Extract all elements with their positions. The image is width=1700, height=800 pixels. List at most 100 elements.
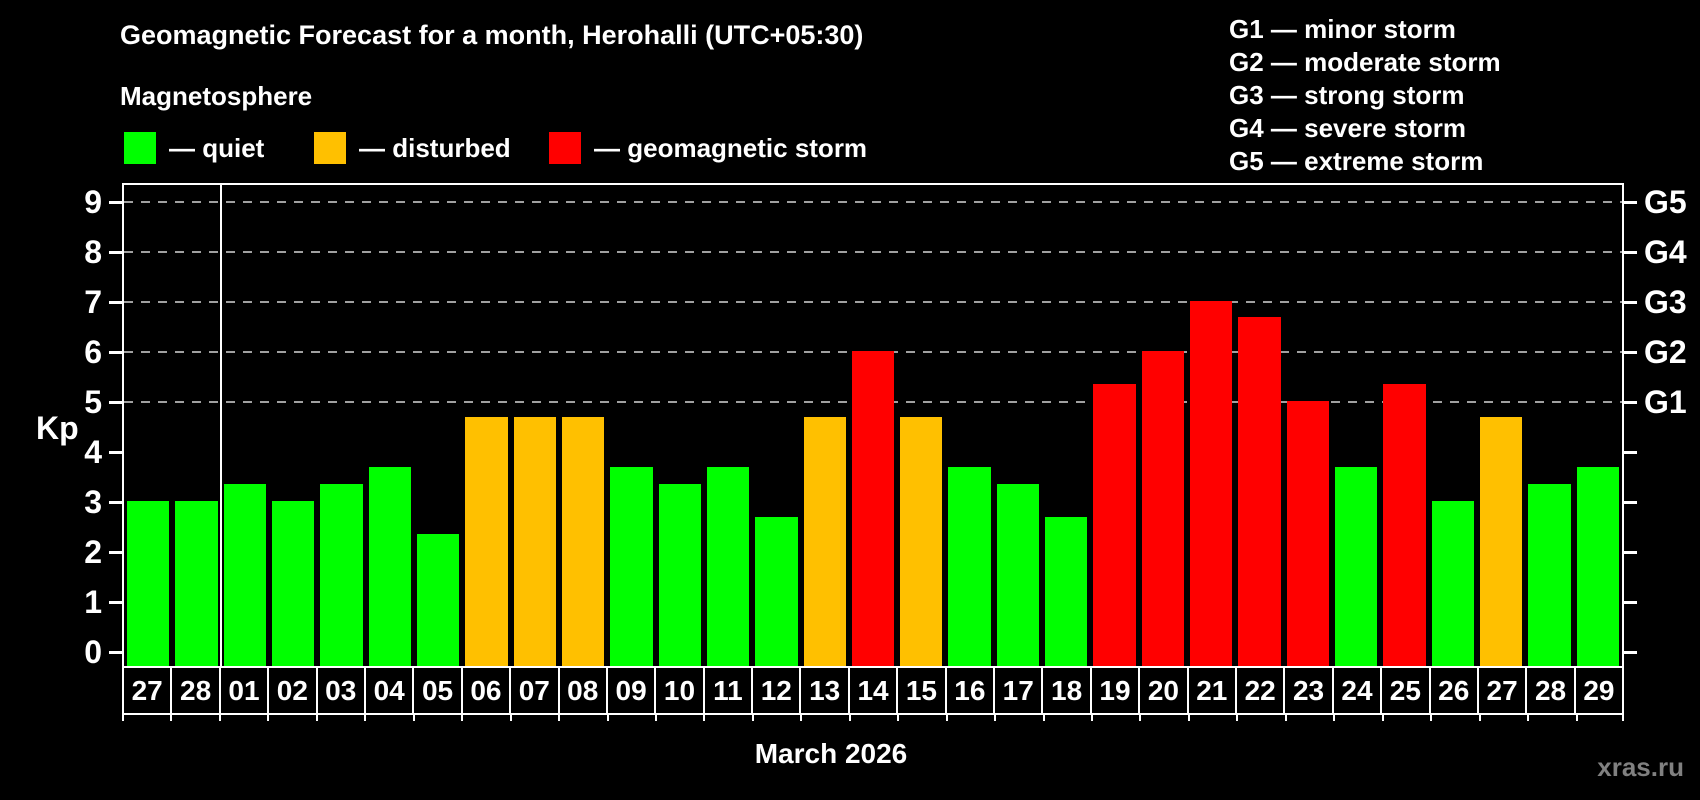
y-tick-label-5: 5 bbox=[84, 384, 102, 420]
y-tick-right-6 bbox=[1624, 351, 1637, 354]
legend-label-disturbed: — disturbed bbox=[359, 132, 511, 163]
kp-bar-23 bbox=[1286, 401, 1330, 666]
kp-bar-20 bbox=[1141, 351, 1185, 666]
y-tick-left-7 bbox=[109, 301, 122, 304]
kp-bar-04 bbox=[368, 467, 411, 666]
y-tick-right-8 bbox=[1624, 251, 1637, 254]
day-label-27: 27 bbox=[1479, 668, 1528, 713]
day-label-12: 12 bbox=[753, 668, 802, 713]
magnetosphere-label: Magnetosphere bbox=[120, 81, 313, 111]
y-tick-left-2 bbox=[109, 551, 122, 554]
kp-bar-08 bbox=[561, 417, 605, 666]
kp-bar-22 bbox=[1238, 317, 1281, 666]
kp-bar-24 bbox=[1335, 467, 1378, 666]
day-label-row: 27 28 01 02 03 04 05 06 07 08 09 10 11 12 13 14 15 16 17 18… bbox=[122, 666, 1624, 715]
y-tick-label-7: 7 bbox=[84, 284, 102, 320]
day-row-stub-19 bbox=[1043, 715, 1045, 721]
kp-bar-18 bbox=[1045, 517, 1088, 666]
day-row-stub-7 bbox=[461, 715, 463, 721]
kp-bar-06 bbox=[465, 417, 508, 666]
y-tick-left-8 bbox=[109, 251, 122, 254]
y-tick-right-0 bbox=[1624, 651, 1637, 654]
g-legend-line-g2: G2 — moderate storm bbox=[1229, 47, 1501, 77]
day-row-stub-30 bbox=[1576, 715, 1578, 721]
g-scale-legend: G1 — minor storm G2 — moderate storm G3 … bbox=[1229, 13, 1501, 178]
day-label-11: 11 bbox=[705, 668, 754, 713]
kp-bar-01 bbox=[223, 484, 266, 666]
day-row-stub-10 bbox=[607, 715, 609, 721]
day-label-25: 25 bbox=[1382, 668, 1431, 713]
day-label-22: 22 bbox=[1237, 668, 1286, 713]
day-row-stub-9 bbox=[558, 715, 560, 721]
day-row-stub-3 bbox=[267, 715, 269, 721]
kp-bar-27 bbox=[127, 501, 170, 666]
kp-bar-19 bbox=[1093, 384, 1136, 666]
legend-label-quiet: — quiet bbox=[169, 132, 265, 163]
y-tick-right-1 bbox=[1624, 601, 1637, 604]
legend-item-storm: — geomagnetic storm bbox=[549, 129, 867, 167]
y-tick-label-3: 3 bbox=[84, 484, 102, 520]
y-tick-right-4 bbox=[1624, 451, 1637, 454]
kp-bar-29 bbox=[1576, 467, 1619, 666]
kp-bar-28 bbox=[1528, 484, 1571, 666]
kp-bar-21 bbox=[1190, 301, 1233, 666]
y-tick-right-7 bbox=[1624, 301, 1637, 304]
day-label-18: 18 bbox=[1043, 668, 1092, 713]
kp-bar-12 bbox=[755, 517, 798, 666]
right-axis-label-g1: G1 bbox=[1644, 384, 1687, 420]
y-tick-left-6 bbox=[109, 351, 122, 354]
day-row-stub-2 bbox=[219, 715, 221, 721]
day-row-stub-1 bbox=[170, 715, 172, 721]
day-label-07: 07 bbox=[511, 668, 560, 713]
kp-bar-17 bbox=[996, 484, 1040, 666]
kp-bar-14 bbox=[851, 351, 895, 666]
day-row-stub-4 bbox=[316, 715, 318, 721]
kp-bar-16 bbox=[948, 467, 991, 666]
kp-bar-26 bbox=[1431, 501, 1475, 666]
day-label-03: 03 bbox=[318, 668, 366, 713]
chart-title: Geomagnetic Forecast for a month, Heroha… bbox=[120, 20, 864, 50]
x-axis-month-label: March 2026 bbox=[754, 738, 908, 769]
kp-bar-07 bbox=[513, 417, 556, 666]
y-tick-label-8: 8 bbox=[84, 234, 102, 270]
day-label-05: 05 bbox=[414, 668, 463, 713]
quiet-color-swatch bbox=[124, 132, 156, 164]
day-row-stub-8 bbox=[510, 715, 512, 721]
disturbed-color-swatch bbox=[314, 132, 346, 164]
y-tick-label-2: 2 bbox=[84, 534, 102, 570]
storm-color-swatch bbox=[549, 132, 581, 164]
day-label-02: 02 bbox=[269, 668, 318, 713]
y-axis-label-kp: Kp bbox=[36, 410, 79, 446]
kp-bar-13 bbox=[803, 417, 846, 666]
right-axis-label-g2: G2 bbox=[1644, 334, 1687, 370]
legend-item-disturbed: — disturbed bbox=[314, 129, 511, 167]
kp-bar-02 bbox=[271, 501, 315, 666]
month-separator-line bbox=[220, 185, 222, 666]
day-label-26: 26 bbox=[1431, 668, 1479, 713]
watermark-xras: xras.ru bbox=[1597, 752, 1684, 782]
day-row-stub-23 bbox=[1236, 715, 1238, 721]
day-row-stub-25 bbox=[1333, 715, 1335, 721]
day-label-10: 10 bbox=[656, 668, 705, 713]
day-row-stub-0 bbox=[122, 715, 124, 721]
day-label-23: 23 bbox=[1285, 668, 1334, 713]
day-row-stub-28 bbox=[1479, 715, 1481, 721]
day-label-27: 27 bbox=[124, 668, 173, 713]
day-row-stub-29 bbox=[1527, 715, 1529, 721]
legend-item-quiet: — quiet bbox=[124, 129, 264, 167]
kp-bar-25 bbox=[1383, 384, 1426, 666]
g-legend-line-g3: G3 — strong storm bbox=[1229, 80, 1465, 110]
y-tick-right-9 bbox=[1624, 201, 1637, 204]
day-row-stub-15 bbox=[849, 715, 851, 721]
y-tick-left-1 bbox=[109, 601, 122, 604]
y-tick-label-6: 6 bbox=[84, 334, 102, 370]
gridline-kp-7 bbox=[124, 301, 1622, 303]
day-row-stub-13 bbox=[752, 715, 754, 721]
day-row-stub-12 bbox=[703, 715, 705, 721]
day-label-06: 06 bbox=[463, 668, 512, 713]
gridline-kp-9 bbox=[124, 201, 1622, 203]
day-row-stub-16 bbox=[897, 715, 899, 721]
day-label-28: 28 bbox=[172, 668, 221, 713]
day-row-stub-20 bbox=[1091, 715, 1093, 721]
